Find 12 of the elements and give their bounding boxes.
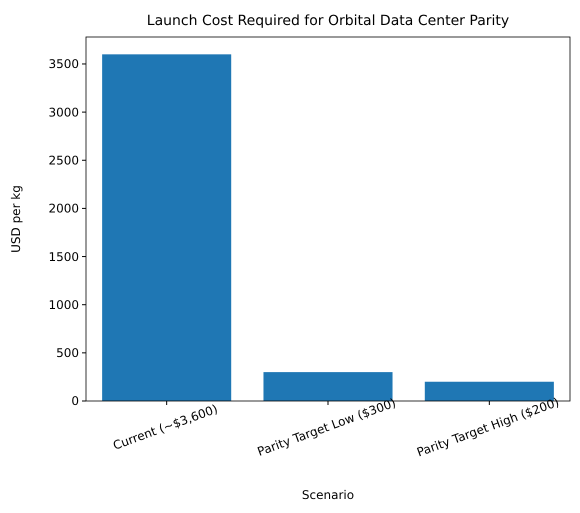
y-tick-label: 1500 [48,250,79,264]
bar [102,54,232,401]
y-tick-label: 3000 [48,105,79,120]
y-tick-label: 0 [71,394,79,408]
y-tick-label: 1000 [48,298,79,312]
y-tick-label: 3500 [48,57,79,72]
chart-title: Launch Cost Required for Orbital Data Center Parity [146,13,510,29]
y-tick-label: 2000 [48,202,79,216]
x-axis-title: Scenario [302,488,354,502]
y-tick-label: 2500 [48,153,79,168]
y-tick-label: 500 [56,346,79,360]
y-axis-title: USD per kg [9,185,23,253]
